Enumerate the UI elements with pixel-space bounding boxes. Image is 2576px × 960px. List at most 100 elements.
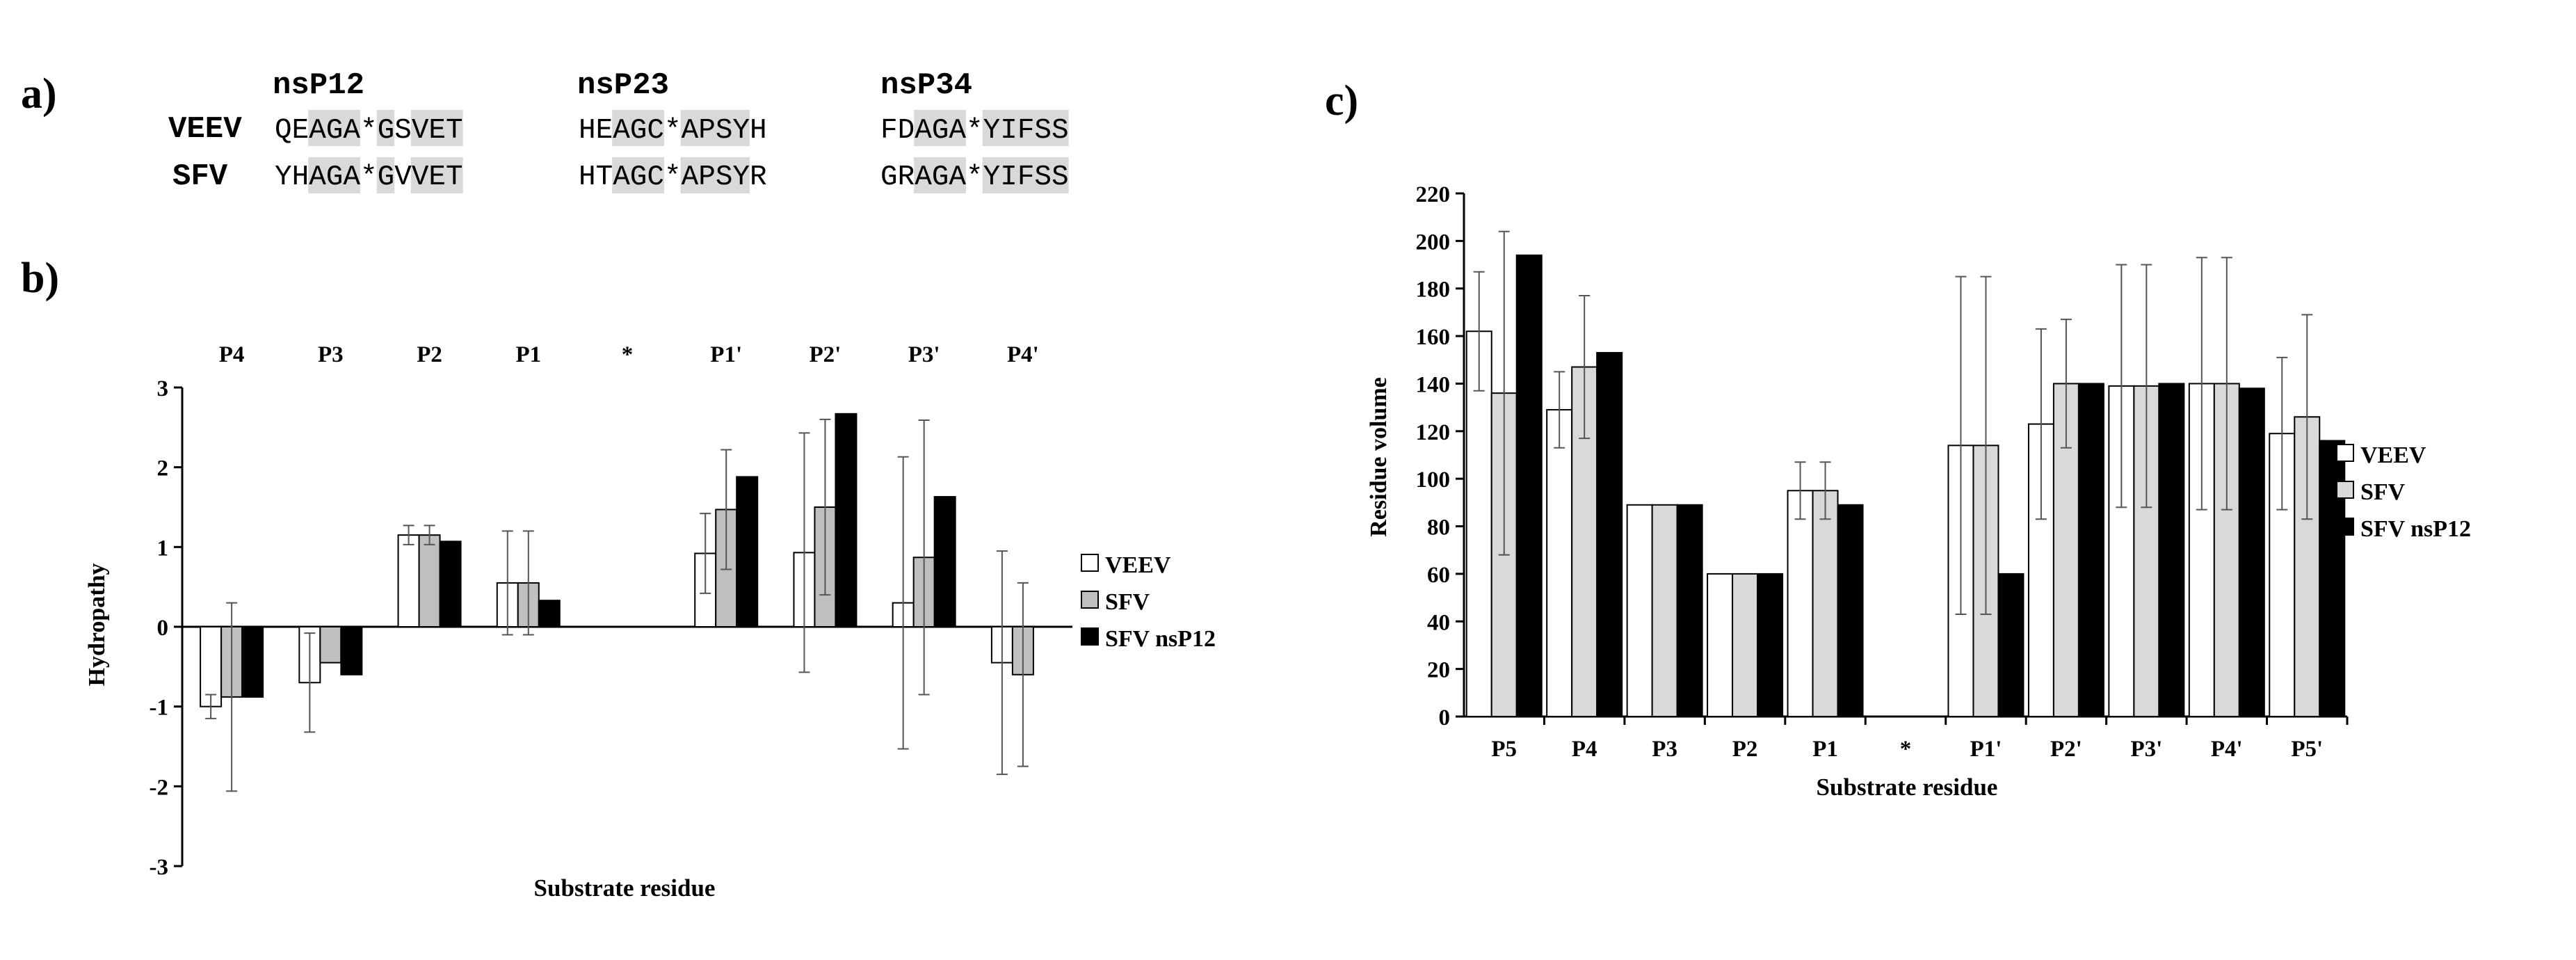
chart-c-legend-swatch-veev [2336, 444, 2354, 462]
shade-nsp34-sfv-6 [982, 157, 1001, 193]
chart-c-ytick-label-100: 100 [1416, 467, 1451, 493]
shade-nsp23-sfv-6 [680, 157, 699, 193]
chart-b-ytick-label-2: -2 [150, 775, 169, 800]
chart-c-ytick-label-160: 160 [1416, 325, 1451, 350]
chart-c-bar-sfv-nsp12-p4 [1596, 352, 1623, 717]
chart-b-bar-sfv-p3 [319, 626, 342, 664]
chart-b-xlabel: Substrate residue [534, 874, 716, 902]
shade-nsp12-veev-2 [308, 110, 326, 146]
shade-nsp23-veev-9 [732, 110, 750, 146]
chart-b-ytick-label-0: 0 [157, 616, 169, 641]
shade-nsp12-veev-9 [428, 110, 446, 146]
chart-b-legend-label-sfv: SFV [1105, 589, 1150, 615]
chart-b-bar-sfv-nsp12-p2 [439, 541, 462, 627]
chart-c-ytick-label-80: 80 [1427, 515, 1450, 541]
chart-c-bar-sfv-nsp12-p3 [1676, 504, 1703, 717]
chart-c-ytick-label-220: 220 [1416, 182, 1451, 207]
chart-b-ytick-label-3: -3 [150, 855, 169, 880]
chart-c-category-label-p5: P5 [1491, 737, 1517, 762]
sequence-nsp12-sfv: YHAGA*GVVET [275, 161, 463, 193]
chart-b-bar-veev-p2 [397, 534, 420, 628]
shade-nsp12-sfv-8 [410, 157, 429, 193]
shade-nsp12-sfv-4 [342, 157, 360, 193]
chart-b-ytick-label-1: 1 [157, 536, 169, 561]
chart-b-bar-sfv-nsp12-p3prime [933, 496, 956, 627]
sequence-nsp23-sfv: HTAGC*APSYR [579, 161, 767, 193]
shade-nsp23-sfv-4 [646, 157, 664, 193]
row-label-sfv: SFV [172, 159, 228, 194]
chart-c-bar-sfv-p2 [1732, 573, 1759, 718]
chart-c-bar-sfv-nsp12-p1prime [1997, 573, 2024, 718]
shade-nsp12-sfv-6 [376, 157, 395, 193]
chart-c-bar-veev-p4 [1546, 409, 1573, 718]
shade-nsp23-sfv-9 [732, 157, 750, 193]
chart-c-bar-sfv-nsp12-p5 [1515, 254, 1543, 717]
shade-nsp12-veev-10 [445, 110, 463, 146]
shade-nsp23-veev-8 [714, 110, 733, 146]
shade-nsp23-veev-2 [612, 110, 630, 146]
shade-nsp34-sfv-3 [931, 157, 949, 193]
chart-c-bar-sfv-nsp12-p2prime [2077, 383, 2104, 717]
chart-b-bar-sfv-nsp12-p4 [241, 626, 264, 698]
chart-c-category-label-p4: P4 [1572, 737, 1597, 762]
chart-c-ytick-label-20: 20 [1427, 658, 1450, 683]
chart-b-legend-swatch-sfv [1081, 591, 1099, 609]
sequence-alignment: VEEV SFV nsP12 nsP23 nsP34 QEAGA*GSVET Y… [168, 68, 1069, 194]
chart-b-bar-sfv-nsp12-p1prime [736, 476, 759, 628]
chart-c-ytick-label-120: 120 [1416, 420, 1451, 445]
shade-nsp34-sfv-9 [1033, 157, 1052, 193]
chart-c-bar-sfv-p1 [1812, 490, 1839, 717]
chart-c-category-label-star: * [1900, 737, 1912, 762]
chart-c-legend-swatch-sfv-nsp12 [2336, 518, 2354, 536]
chart-c-bar-veev-p5 [1465, 330, 1492, 718]
chart-c-ylabel: Residue volume [1366, 377, 1392, 537]
chart-b-legend-swatch-sfv-nsp12 [1081, 627, 1099, 646]
shade-nsp23-veev-6 [680, 110, 699, 146]
shade-nsp12-veev-8 [410, 110, 429, 146]
shade-nsp12-sfv-3 [325, 157, 344, 193]
chart-b-ylabel: Hydropathy [84, 563, 110, 687]
chart-b-bar-sfv-p2 [418, 534, 441, 628]
chart-c-ytick-label-200: 200 [1416, 230, 1451, 255]
chart-c-category-label-p1: P1 [1812, 737, 1838, 762]
shade-nsp34-veev-4 [948, 110, 966, 146]
chart-c-category-label-p3: P3 [1652, 737, 1677, 762]
chart-b-category-label-p2prime: P2' [810, 342, 842, 367]
shade-nsp34-veev-7 [999, 110, 1017, 146]
chart-c-xlabel: Substrate residue [1817, 774, 1998, 801]
chart-b-category-label-p3prime: P3' [908, 342, 940, 367]
chart-b-category-label-p1prime: P1' [710, 342, 742, 367]
chart-c-ytick-label-180: 180 [1416, 278, 1451, 303]
group-title-nsp34: nsP34 [880, 68, 972, 103]
chart-c-category-label-p1prime: P1' [1970, 737, 2002, 762]
chart-c-bar-sfv-nsp12-p4prime [2238, 387, 2265, 717]
chart-b-category-label-p4: P4 [219, 342, 245, 367]
shade-nsp34-veev-6 [982, 110, 1001, 146]
chart-c-category-label-p5prime: P5' [2291, 737, 2323, 762]
shade-nsp23-sfv-3 [629, 157, 647, 193]
shade-nsp23-veev-4 [646, 110, 664, 146]
shade-nsp12-sfv-2 [308, 157, 326, 193]
chart-b-category-label-p1: P1 [515, 342, 541, 367]
shade-nsp23-veev-7 [698, 110, 716, 146]
chart-c-ytick-label-0: 0 [1439, 705, 1451, 730]
shade-nsp12-sfv-10 [445, 157, 463, 193]
shade-nsp34-sfv-8 [1016, 157, 1035, 193]
shade-nsp23-veev-3 [629, 110, 647, 146]
chart-c-bar-veev-p5prime [2269, 433, 2296, 718]
residue-volume-chart: Residue volume Substrate residue 0 20 40 60… [1366, 182, 2471, 801]
chart-b-category-label-p2: P2 [417, 342, 442, 367]
shade-nsp34-veev-10 [1051, 110, 1069, 146]
shade-nsp23-sfv-8 [714, 157, 733, 193]
group-title-nsp12: nsP12 [273, 68, 364, 103]
hydropathy-chart: Hydropathy Substrate residue -3 -2 -1 0 1 2 3 P… [84, 342, 1216, 902]
shade-nsp12-sfv-9 [428, 157, 446, 193]
chart-b-legend-label-sfv-nsp12: SFV nsP12 [1105, 626, 1216, 652]
chart-c-ytick-label-40: 40 [1427, 610, 1450, 635]
chart-b-bar-sfv-nsp12-p3 [340, 626, 363, 675]
shade-nsp34-sfv-4 [948, 157, 966, 193]
chart-b-category-label-star: * [622, 342, 634, 367]
sequence-nsp12-veev: QEAGA*GSVET [275, 115, 463, 147]
chart-b-ytick-label-1: -1 [150, 696, 169, 721]
chart-b-bar-sfv-nsp12-p1 [538, 600, 561, 627]
